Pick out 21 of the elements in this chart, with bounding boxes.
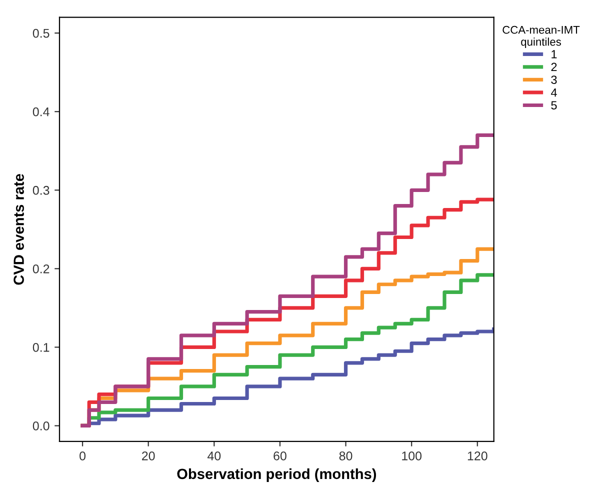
y-tick-label: 0.0: [32, 422, 50, 430]
x-tick-label: 100: [402, 451, 422, 460]
x-tick-label: 0: [80, 451, 86, 460]
y-axis-title: CVD events rate: [14, 174, 24, 285]
x-tick-label: 60: [274, 451, 286, 460]
legend-label: 2: [551, 62, 557, 72]
y-tick-label: 0.4: [32, 107, 50, 116]
x-tick-label: 80: [339, 451, 352, 460]
y-tick-label: 0.5: [32, 28, 50, 38]
legend-label: 4: [550, 88, 557, 97]
legend-label: 3: [551, 76, 557, 84]
x-axis-title: Observation period (months): [177, 468, 376, 482]
legend-label: 5: [551, 101, 557, 110]
y-tick-label: 0.3: [32, 186, 50, 195]
legend-title: CCA-mean-IMT quintiles: [502, 26, 580, 48]
y-tick-label: 0.2: [32, 264, 50, 274]
x-tick-label: 120: [468, 451, 488, 460]
x-tick-label: 40: [207, 451, 221, 460]
legend-label: 1: [552, 50, 557, 58]
x-tick-label: 20: [142, 451, 155, 460]
y-tick-label: 0.1: [32, 343, 50, 352]
